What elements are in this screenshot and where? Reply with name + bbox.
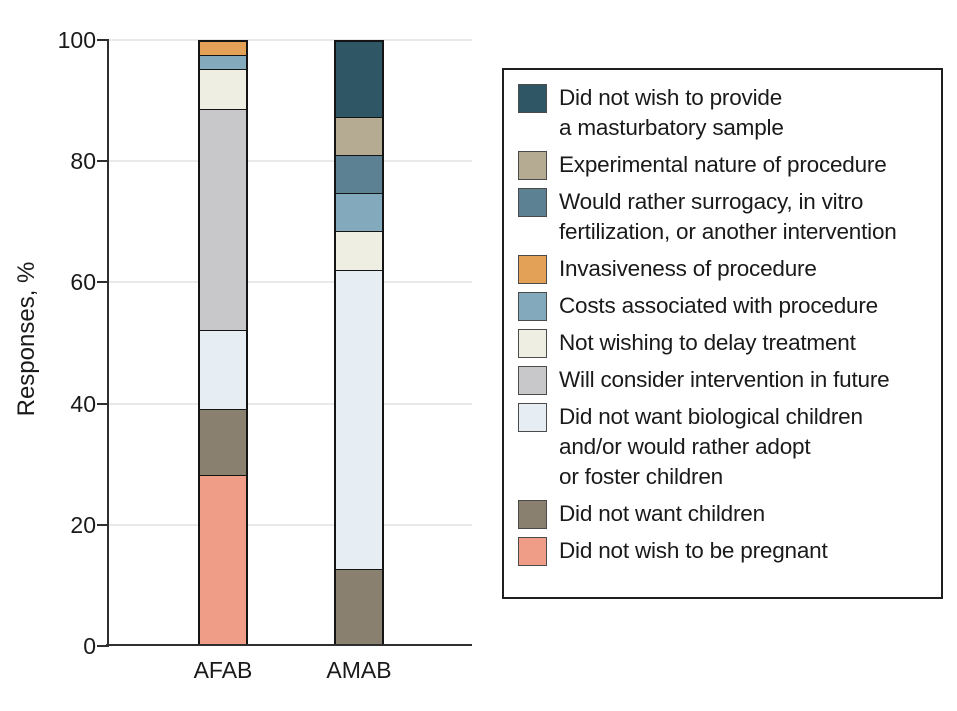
legend-item: Did not wish to be pregnant (518, 536, 931, 566)
y-axis-tick (97, 645, 108, 647)
legend-label: Did not wish to be pregnant (559, 538, 828, 563)
gridline (108, 523, 472, 526)
bar-segment (336, 231, 382, 270)
legend-swatch (518, 292, 547, 321)
bar-segment (336, 154, 382, 193)
y-tick-label: 60 (70, 269, 96, 296)
legend-item: Would rather surrogacy, in vitro fertili… (518, 187, 931, 247)
legend-swatch (518, 151, 547, 180)
legend-item: Not wishing to delay treatment (518, 328, 931, 358)
bar-segment (200, 108, 246, 331)
bar-amab (334, 40, 384, 646)
legend-label: Would rather surrogacy, in vitro fertili… (559, 189, 897, 244)
legend-label: Costs associated with procedure (559, 293, 878, 318)
y-axis-tick (97, 402, 108, 405)
legend-swatch (518, 84, 547, 113)
legend-label: Did not want children (559, 501, 765, 526)
bar-segment (200, 69, 246, 109)
gridline (108, 281, 472, 284)
legend-item: Did not wish to provide a masturbatory s… (518, 83, 931, 143)
x-tick-label: AFAB (193, 657, 253, 683)
bar-segment (200, 42, 246, 56)
bar-segment (336, 116, 382, 155)
legend-swatch (518, 500, 547, 529)
legend-item: Costs associated with procedure (518, 291, 931, 321)
legend-label: Will consider intervention in future (559, 367, 890, 392)
legend-swatch (518, 329, 547, 358)
y-tick-label: 100 (57, 27, 96, 53)
y-axis-tick (97, 39, 108, 41)
y-tick-label: 0 (83, 633, 96, 659)
bar-segment (336, 42, 382, 117)
x-axis-line (106, 644, 472, 646)
bar-segment (336, 269, 382, 569)
legend-swatch (518, 255, 547, 284)
legend-item: Invasiveness of procedure (518, 254, 931, 284)
bar-segment (200, 330, 246, 409)
bar-segment (336, 568, 382, 644)
legend-swatch (518, 366, 547, 395)
x-tick-label: AMAB (326, 657, 392, 683)
y-tick-label: 80 (70, 148, 96, 175)
bar-segment (200, 474, 246, 645)
legend-label: Not wishing to delay treatment (559, 330, 856, 355)
bar-segment (336, 193, 382, 232)
y-axis-line (107, 39, 109, 647)
legend-item: Did not want biological children and/or … (518, 402, 931, 492)
legend-swatch (518, 537, 547, 566)
y-axis-tick (97, 523, 108, 526)
y-axis-tick (97, 160, 108, 163)
legend-label: Did not wish to provide a masturbatory s… (559, 85, 784, 140)
legend-label: Invasiveness of procedure (559, 256, 817, 281)
legend-swatch (518, 188, 547, 217)
legend-item: Experimental nature of procedure (518, 150, 931, 180)
gridline (108, 160, 472, 163)
legend-item: Did not want children (518, 499, 931, 529)
bar-afab (198, 40, 248, 646)
y-axis-tick (97, 281, 108, 284)
legend-item: Will consider intervention in future (518, 365, 931, 395)
legend-label: Did not want biological children and/or … (559, 404, 863, 489)
gridline (108, 402, 472, 405)
y-tick-label: 40 (70, 390, 96, 417)
gridline (108, 39, 472, 41)
y-tick-label: 20 (70, 511, 96, 538)
legend: Did not wish to provide a masturbatory s… (502, 68, 943, 599)
legend-swatch (518, 403, 547, 432)
bar-segment (200, 55, 246, 70)
legend-label: Experimental nature of procedure (559, 152, 887, 177)
bar-segment (200, 408, 246, 475)
